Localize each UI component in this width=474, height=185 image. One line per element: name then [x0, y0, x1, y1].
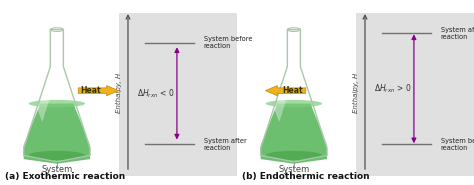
Polygon shape	[261, 104, 327, 164]
Text: System before
reaction: System before reaction	[441, 138, 474, 151]
Text: (a) Exothermic reaction: (a) Exothermic reaction	[5, 172, 125, 181]
Text: System before
reaction: System before reaction	[204, 36, 252, 49]
Text: $\Delta H_{rxn}$ > 0: $\Delta H_{rxn}$ > 0	[374, 83, 411, 95]
Text: System: System	[278, 165, 310, 174]
Text: Heat: Heat	[81, 86, 101, 95]
Bar	[118, 13, 237, 176]
Polygon shape	[24, 104, 90, 164]
FancyArrow shape	[265, 85, 306, 96]
Text: Enthalpy, H: Enthalpy, H	[116, 72, 121, 113]
Text: (b) Endothermic reaction: (b) Endothermic reaction	[242, 172, 369, 181]
Text: $\Delta H_{rxn}$ < 0: $\Delta H_{rxn}$ < 0	[137, 87, 174, 100]
Text: Enthalpy, H: Enthalpy, H	[353, 72, 358, 113]
Text: System: System	[41, 165, 73, 174]
Polygon shape	[274, 90, 289, 122]
Ellipse shape	[265, 151, 322, 160]
Text: System after
reaction: System after reaction	[204, 138, 246, 151]
Text: Heat: Heat	[283, 86, 303, 95]
Ellipse shape	[28, 151, 85, 160]
FancyArrow shape	[78, 85, 118, 96]
Ellipse shape	[265, 100, 322, 107]
Ellipse shape	[28, 100, 85, 107]
Bar	[356, 13, 474, 176]
Polygon shape	[37, 90, 52, 122]
Text: System after
reaction: System after reaction	[441, 27, 474, 40]
